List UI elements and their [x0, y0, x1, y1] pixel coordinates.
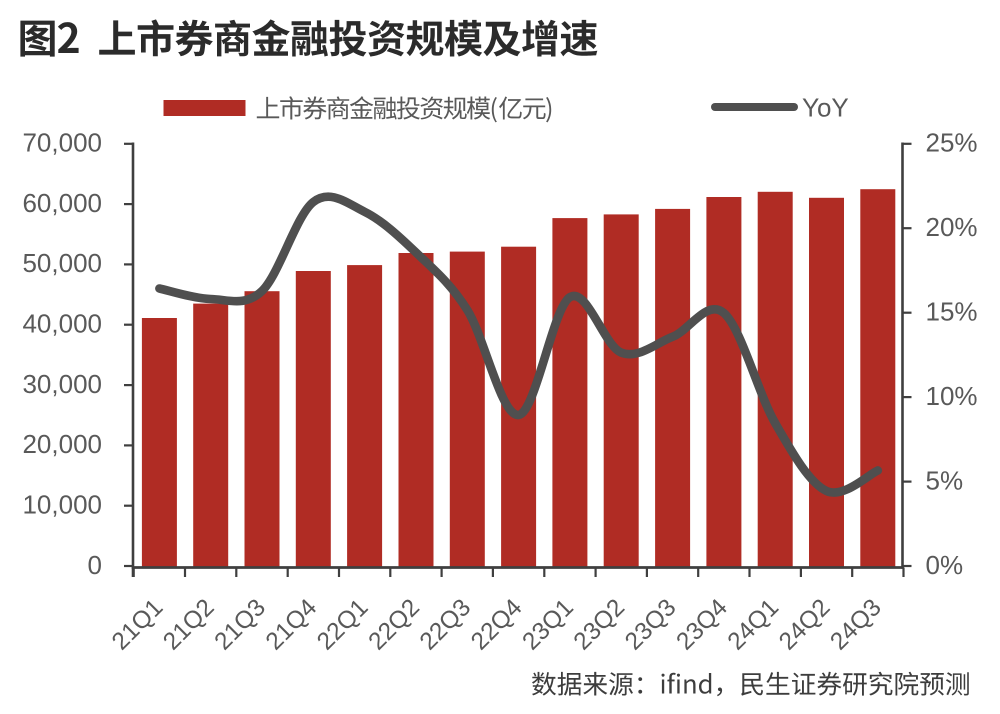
svg-text:0%: 0% — [926, 550, 964, 580]
svg-text:70,000: 70,000 — [22, 128, 102, 158]
svg-text:25%: 25% — [926, 128, 978, 158]
svg-text:30,000: 30,000 — [22, 369, 102, 399]
svg-text:20%: 20% — [926, 212, 978, 242]
svg-text:15%: 15% — [926, 297, 978, 327]
svg-text:YoY: YoY — [802, 93, 849, 123]
svg-text:60,000: 60,000 — [22, 188, 102, 218]
svg-text:50,000: 50,000 — [22, 248, 102, 278]
svg-text:0: 0 — [88, 550, 102, 580]
svg-text:5%: 5% — [926, 465, 964, 495]
svg-text:10,000: 10,000 — [22, 490, 102, 520]
svg-text:20,000: 20,000 — [22, 429, 102, 459]
svg-text:40,000: 40,000 — [22, 309, 102, 339]
svg-text:10%: 10% — [926, 381, 978, 411]
